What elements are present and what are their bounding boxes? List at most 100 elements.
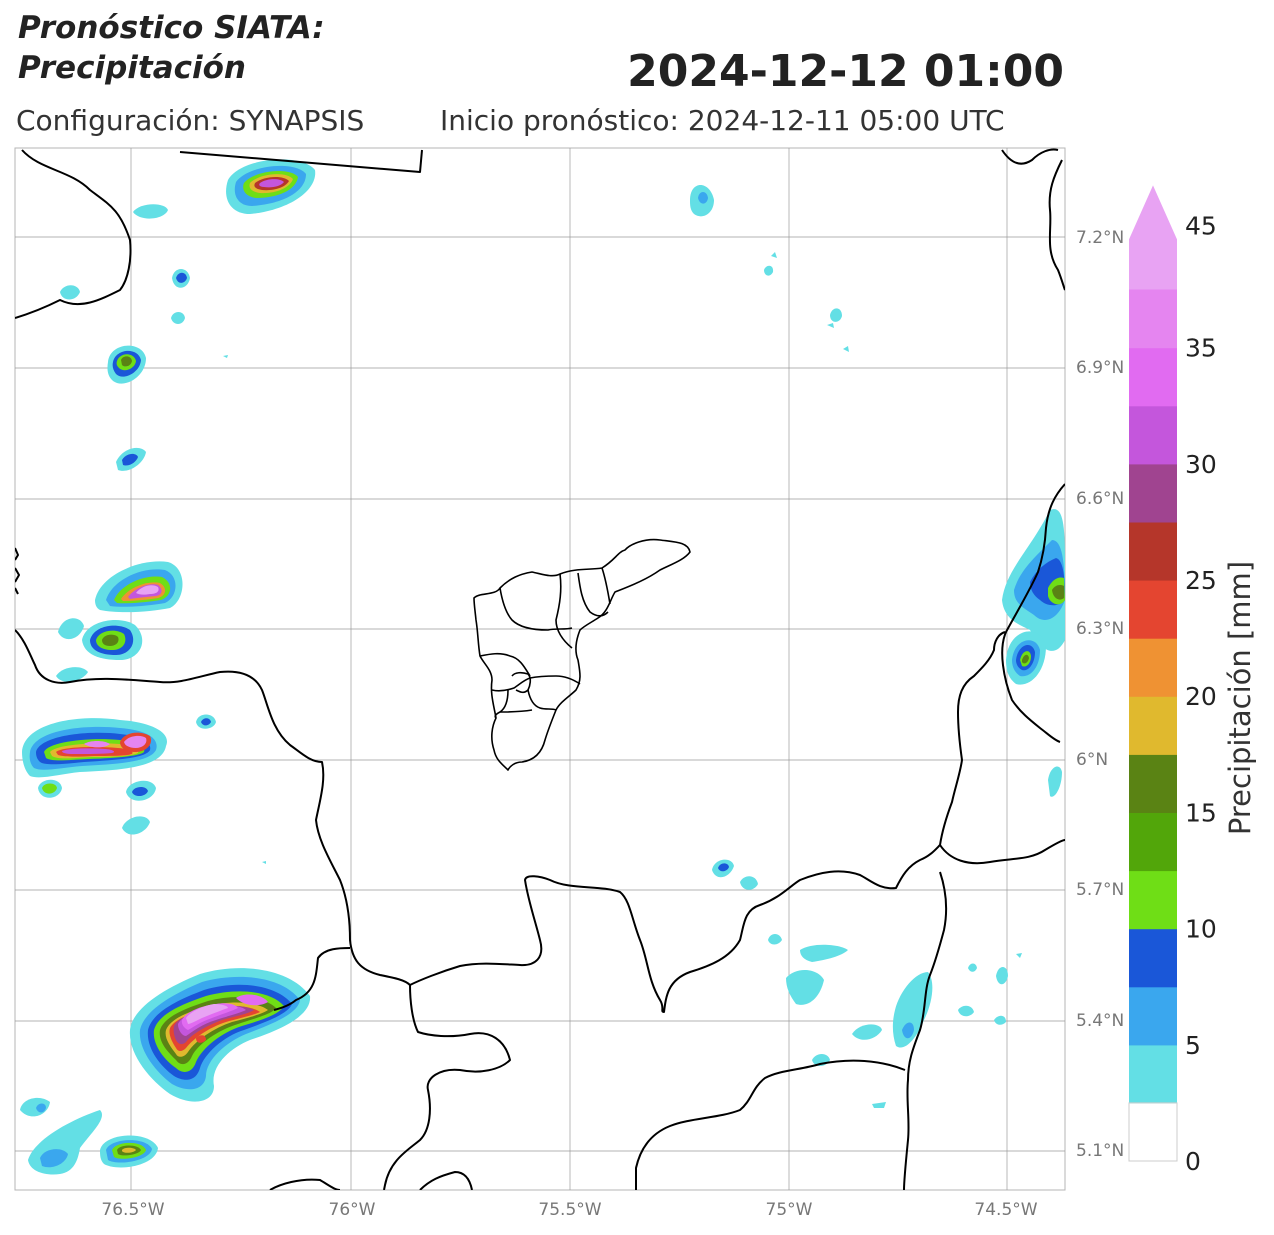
border-line — [903, 871, 948, 1190]
border-line — [635, 1059, 906, 1190]
colorbar-band — [1129, 928, 1177, 988]
colorbar: 0 5 10 15 20 25 30 35 45 — [1128, 185, 1217, 1176]
colorbar-band — [1129, 463, 1177, 523]
latitude-ticks: 7.2°N 6.9°N 6.6°N 6.3°N 6°N 5.7°N 5.4°N … — [1076, 228, 1124, 1161]
lon-tick-label: 76.5°W — [101, 1200, 164, 1220]
border-line — [15, 149, 132, 319]
border-line — [269, 1178, 341, 1190]
metro-municipalities — [473, 538, 691, 771]
colorbar-band — [1129, 754, 1177, 813]
colorbar-tick-label: 10 — [1185, 915, 1217, 944]
rain-cell — [852, 1024, 882, 1040]
configuration-label: Configuración: SYNAPSIS — [16, 104, 365, 137]
rain-cell — [764, 265, 774, 276]
forecast-start-label: Inicio pronóstico: 2024-12-11 05:00 UTC — [440, 104, 1005, 137]
rain-cell — [827, 323, 834, 328]
valid-datetime: 2024-12-12 01:00 — [627, 46, 1064, 97]
rain-cell — [133, 204, 168, 219]
lon-tick-label: 75°W — [766, 1200, 813, 1220]
border-line — [479, 652, 531, 677]
rain-cell — [58, 618, 84, 640]
rain-cell — [122, 816, 150, 835]
colorbar-extend-arrow — [1129, 185, 1177, 290]
rain-cell — [28, 1110, 102, 1175]
rain-cell — [786, 969, 824, 1005]
colorbar-tick-label: 20 — [1185, 682, 1217, 711]
border-line — [273, 947, 351, 1011]
lon-tick-label: 76°W — [329, 1200, 376, 1220]
rain-cell — [116, 447, 146, 471]
rain-cell — [172, 269, 190, 288]
colorbar-zero-outline — [1128, 1102, 1178, 1162]
lat-tick-label: 5.7°N — [1076, 880, 1124, 900]
admin-borders — [15, 148, 1065, 1190]
rain-cell — [1048, 766, 1062, 797]
colorbar-band — [1129, 580, 1177, 639]
border-line — [939, 839, 1065, 865]
border-line — [1001, 483, 1065, 743]
rain-cell — [36, 1103, 46, 1113]
colorbar-label: Precipitación [mm] — [1223, 561, 1257, 835]
rain-cell — [771, 252, 777, 258]
rain-cell — [830, 308, 842, 322]
border-line — [499, 587, 573, 631]
colorbar-band — [1129, 289, 1177, 349]
border-line — [527, 689, 557, 711]
colorbar-tick-label: 5 — [1185, 1031, 1201, 1060]
rain-cell — [768, 934, 782, 945]
rain-cell — [968, 963, 977, 972]
rain-cell — [171, 312, 185, 324]
rain-cell — [226, 159, 316, 214]
rain-cell — [56, 667, 88, 682]
rain-cell — [740, 876, 758, 890]
lat-tick-label: 6.3°N — [1076, 619, 1124, 639]
colorbar-band — [1129, 696, 1177, 755]
rain-cell — [38, 779, 62, 798]
rain-cell — [107, 345, 146, 384]
border-line — [1001, 148, 1065, 291]
rain-cell — [958, 1005, 974, 1017]
rain-cell — [1006, 631, 1046, 685]
rain-cell — [95, 561, 183, 613]
rain-cell — [223, 355, 228, 358]
border-line — [383, 984, 511, 1190]
colorbar-band — [1129, 986, 1177, 1046]
border-line — [499, 709, 533, 713]
rain-cell — [892, 972, 933, 1048]
colorbar-band — [1129, 405, 1177, 465]
colorbar-tick-label: 45 — [1185, 212, 1217, 241]
lat-tick-label: 6°N — [1076, 750, 1108, 770]
rain-cell — [22, 718, 167, 778]
colorbar-band — [1129, 1102, 1177, 1162]
rain-cell — [996, 967, 1008, 985]
border-line — [419, 1171, 473, 1190]
rain-cell — [126, 780, 156, 801]
colorbar-tick-label: 15 — [1185, 798, 1217, 827]
lon-tick-label: 75.5°W — [538, 1200, 601, 1220]
rain-cell — [262, 861, 266, 864]
lat-tick-label: 6.9°N — [1076, 358, 1124, 378]
border-line — [511, 671, 532, 694]
rain-cell — [712, 859, 734, 878]
colorbar-band — [1129, 638, 1177, 697]
colorbar-band — [1129, 870, 1177, 930]
lat-tick-label: 7.2°N — [1076, 228, 1124, 248]
rain-cell — [843, 346, 849, 352]
rain-cell — [1016, 953, 1022, 958]
rain-cell — [690, 185, 714, 217]
border-line — [601, 567, 611, 605]
lat-tick-label: 6.6°N — [1076, 489, 1124, 509]
colorbar-band — [1129, 812, 1177, 872]
rain-cell — [82, 620, 143, 660]
longitude-ticks: 76.5°W 76°W 75.5°W 75°W 74.5°W — [101, 1200, 1037, 1220]
border-line — [15, 629, 411, 986]
colorbar-tick-label: 25 — [1185, 566, 1217, 595]
border-line — [577, 572, 609, 617]
border-line — [409, 631, 1006, 1013]
colorbar-tick-label: 0 — [1185, 1147, 1201, 1176]
rain-cell — [800, 944, 848, 962]
lon-tick-label: 74.5°W — [974, 1200, 1037, 1220]
precipitation-field — [20, 159, 1065, 1175]
rain-cell — [994, 1015, 1006, 1025]
